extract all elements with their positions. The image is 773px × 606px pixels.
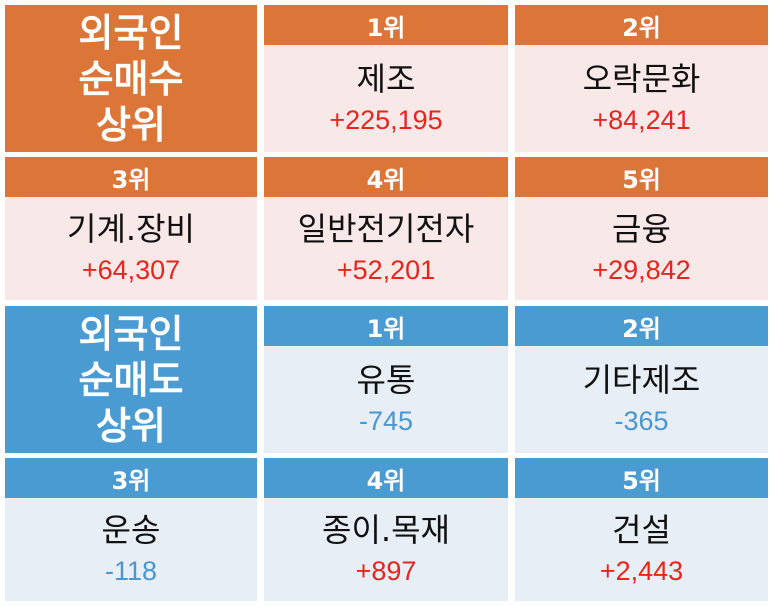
sell-rank-3: 3위 [5, 458, 257, 498]
buy-item-5-name: 금융 [612, 209, 671, 248]
buy-rank-2: 2위 [515, 5, 768, 45]
buy-item-3-name: 기계.장비 [67, 209, 195, 248]
sell-item-1: 유통 -745 [264, 346, 508, 453]
sell-rank-1: 1위 [264, 306, 508, 346]
sell-item-4-name: 종이.목재 [322, 510, 450, 549]
buy-item-1: 제조 +225,195 [264, 45, 508, 152]
sell-item-4-value: +897 [355, 555, 417, 586]
sell-item-2: 기타제조 -365 [515, 346, 768, 453]
buy-item-3: 기계.장비 +64,307 [5, 197, 257, 300]
buy-rank-1: 1위 [264, 5, 508, 45]
buy-item-1-value: +225,195 [329, 104, 443, 135]
sell-item-5: 건설 +2,443 [515, 498, 768, 601]
buy-rank-3: 3위 [5, 157, 257, 197]
buy-item-2: 오락문화 +84,241 [515, 45, 768, 152]
sell-item-3-name: 운송 [101, 510, 161, 549]
buy-rank-5: 5위 [515, 157, 768, 197]
sell-item-5-name: 건설 [612, 510, 671, 549]
sell-item-3-value: -118 [104, 555, 158, 586]
sell-item-2-name: 기타제조 [582, 360, 701, 399]
sell-rank-2: 2위 [515, 306, 768, 346]
buy-item-1-name: 제조 [356, 59, 416, 98]
buy-item-2-name: 오락문화 [582, 59, 701, 98]
net-buy-title: 외국인 순매수 상위 [5, 5, 257, 152]
sell-item-2-value: -365 [614, 405, 669, 436]
buy-item-5-value: +29,842 [592, 254, 691, 285]
sell-item-1-name: 유통 [356, 360, 416, 399]
buy-item-4: 일반전기전자 +52,201 [264, 197, 508, 300]
buy-item-2-value: +84,241 [592, 104, 691, 135]
sell-item-5-value: +2,443 [599, 555, 684, 586]
sell-rank-5: 5위 [515, 458, 768, 498]
net-sell-title: 외국인 순매도 상위 [5, 306, 257, 453]
buy-item-5: 금융 +29,842 [515, 197, 768, 300]
sell-item-1-value: -745 [358, 405, 414, 436]
sell-rank-4: 4위 [264, 458, 508, 498]
sell-item-3: 운송 -118 [5, 498, 257, 601]
buy-item-3-value: +64,307 [81, 254, 181, 285]
sell-item-4: 종이.목재 +897 [264, 498, 508, 601]
buy-item-4-name: 일반전기전자 [297, 209, 475, 248]
buy-rank-4: 4위 [264, 157, 508, 197]
buy-item-4-value: +52,201 [336, 254, 436, 285]
